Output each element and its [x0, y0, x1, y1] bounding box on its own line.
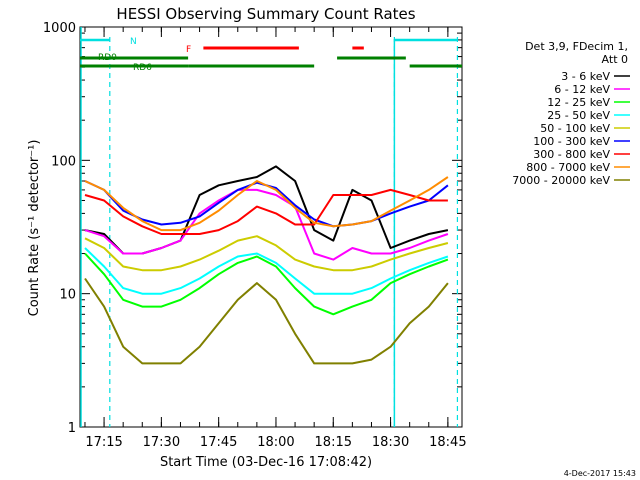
state-label-rd6: RD6 [133, 63, 152, 73]
series-lines [84, 165, 449, 365]
state-label-n: N [130, 37, 137, 47]
series-line [84, 188, 449, 261]
y-tick-label: 100 [51, 154, 76, 169]
legend-label: 3 - 6 keV [561, 70, 610, 83]
legend-label: 300 - 800 keV [533, 148, 610, 161]
legend-header: Att 0 [602, 53, 628, 66]
series-line [84, 277, 449, 365]
y-tick-label: 1 [68, 421, 76, 436]
state-label-rd0: RD0 [98, 53, 117, 63]
series-line [84, 252, 449, 316]
x-tick-label: 18:00 [257, 435, 294, 450]
plot-frame [79, 26, 463, 428]
legend-label: 800 - 7000 keV [526, 161, 610, 174]
x-tick-label: 17:45 [200, 435, 237, 450]
x-tick-label: 17:15 [85, 435, 122, 450]
x-tick-label: 18:30 [372, 435, 409, 450]
x-tick-label: 18:45 [429, 435, 466, 450]
chart-title: HESSI Observing Summary Count Rates [116, 5, 415, 23]
footer-date: 4-Dec-2017 15:43 [564, 469, 636, 478]
legend-label: 12 - 25 keV [547, 96, 610, 109]
legend-label: 25 - 50 keV [547, 109, 610, 122]
x-axis: 17:15 17:30 17:45 18:00 18:15 18:30 18:45 [84, 27, 467, 450]
legend-header: Det 3,9, FDecim 1, [525, 40, 628, 53]
state-label-f: F [186, 45, 191, 55]
y-tick-label: 1000 [43, 21, 76, 36]
series-line [84, 247, 449, 295]
legend-label: 50 - 100 keV [540, 122, 610, 135]
plot-area [79, 26, 463, 428]
y-axis-label: Count Rate (s⁻¹ detector⁻¹) [27, 140, 42, 317]
legend-label: 7000 - 20000 keV [512, 174, 610, 187]
x-axis-label: Start Time (03-Dec-16 17:08:42) [160, 455, 372, 470]
legend-label: 100 - 300 keV [533, 135, 610, 148]
series-line [84, 176, 449, 232]
y-tick-label: 10 [59, 288, 76, 303]
y-axis: 1 10 100 1000 [43, 21, 462, 436]
series-line [84, 188, 448, 235]
legend-label: 6 - 12 keV [554, 83, 610, 96]
series-line [84, 235, 449, 272]
x-tick-label: 17:30 [143, 435, 180, 450]
x-tick-label: 18:15 [315, 435, 352, 450]
state-bars: N F RD0 RD6 [80, 27, 462, 427]
